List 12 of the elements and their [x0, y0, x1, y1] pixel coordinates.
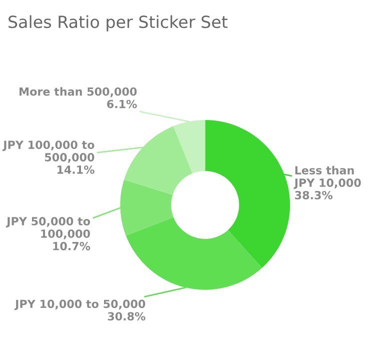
slice-label: Less than JPY 10,000 [294, 166, 361, 189]
slice-label: More than 500,000 [20, 87, 137, 98]
data-label: 38.3% [295, 190, 333, 200]
chart-title: Sales Ratio per Sticker Set [8, 15, 228, 32]
data-label: 6.1% [107, 100, 137, 108]
slice-label: JPY 10,000 to 50,000 [14, 300, 146, 310]
data-label: 14.1% [57, 165, 94, 174]
data-label: 10.7% [53, 242, 90, 250]
donut-slice [205, 120, 290, 268]
slice-label: JPY 50,000 to 100,000 [6, 217, 90, 240]
data-label: 30.8% [108, 312, 146, 321]
slice-label: JPY 100,000 to 500,000 [2, 140, 94, 163]
